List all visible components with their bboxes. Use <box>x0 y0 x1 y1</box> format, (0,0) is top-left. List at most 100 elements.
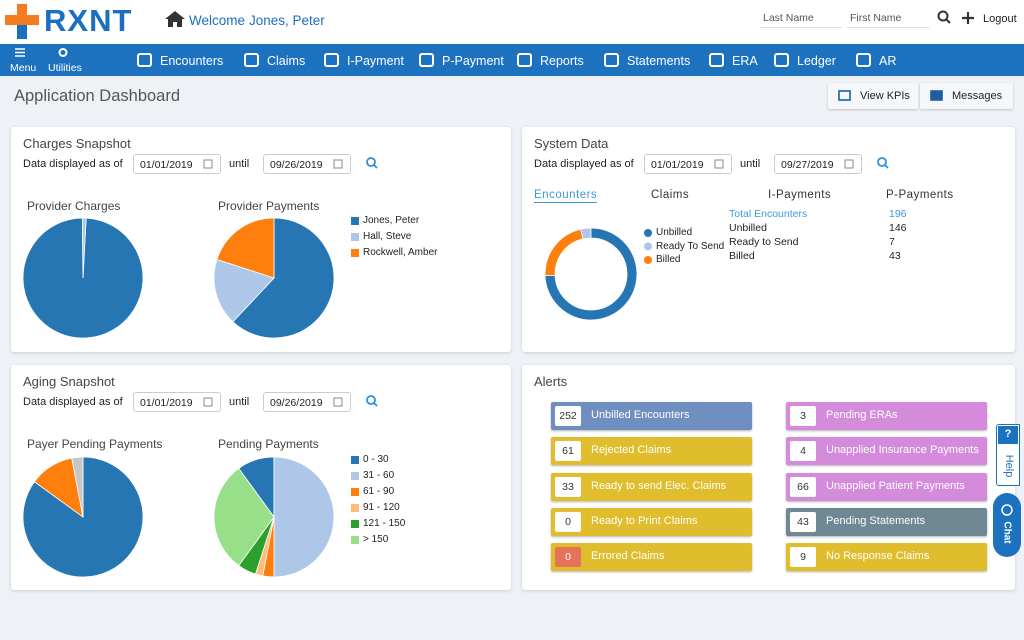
nav-item[interactable]: Statements <box>627 54 691 68</box>
panel-title: Alerts <box>534 374 568 389</box>
row-label: Billed <box>729 250 755 262</box>
alert-label[interactable]: Ready to send Elec. Claims <box>591 479 727 492</box>
as-of-label: Data displayed as of <box>23 396 123 408</box>
chart-title: Pending Payments <box>218 437 319 451</box>
chat-label[interactable]: Chat <box>1001 521 1013 544</box>
date-input[interactable]: 01/01/2019 <box>133 392 221 412</box>
row-label: Unbilled <box>729 222 767 234</box>
alert-item[interactable] <box>786 437 987 466</box>
alert-count[interactable]: 252 <box>555 406 581 426</box>
nav-item[interactable]: Reports <box>540 54 584 68</box>
until-label: until <box>229 158 250 170</box>
tab[interactable]: Encounters <box>534 189 598 203</box>
alert-count[interactable]: 4 <box>790 441 816 462</box>
legend-label: Ready To Send <box>656 240 725 252</box>
legend-label: Billed <box>656 254 681 265</box>
alert-label[interactable]: Errored Claims <box>591 550 665 563</box>
date-input[interactable]: 09/26/2019 <box>263 154 351 174</box>
alert-item[interactable] <box>551 402 752 430</box>
legend-label: Rockwell, Amber <box>363 247 438 258</box>
button-label[interactable]: Messages <box>952 90 1003 102</box>
alert-item[interactable] <box>786 507 987 536</box>
help-label[interactable]: Help <box>1003 454 1015 478</box>
legend-label: 61 - 90 <box>363 486 395 497</box>
chart-title: Provider Payments <box>218 199 320 213</box>
nav-bar <box>0 44 1024 76</box>
nav-item[interactable]: AR <box>879 54 897 68</box>
nav-item[interactable]: Ledger <box>797 54 836 68</box>
row-value: 43 <box>889 250 901 262</box>
legend-label: 121 - 150 <box>363 518 406 529</box>
alert-label[interactable]: No Response Claims <box>826 550 930 563</box>
nav-item[interactable]: I-Payment <box>347 54 404 68</box>
nav-menu[interactable]: Menu <box>10 62 37 74</box>
alert-item[interactable] <box>786 543 987 572</box>
alert-label[interactable]: Pending Statements <box>826 514 926 527</box>
nav-item[interactable]: Claims <box>267 54 306 68</box>
legend-label: 91 - 120 <box>363 502 400 513</box>
tab[interactable]: I-Payments <box>768 189 832 201</box>
first-name-input[interactable]: First Name <box>847 12 929 28</box>
alert-label[interactable]: Unapplied Patient Payments <box>826 479 965 492</box>
alert-label[interactable]: Pending ERAs <box>826 409 898 421</box>
alert-count[interactable]: 33 <box>555 476 581 497</box>
panel-title: Aging Snapshot <box>23 374 115 389</box>
user-name: Jones, Peter <box>249 13 325 28</box>
nav-item[interactable]: ERA <box>732 54 758 68</box>
alert-count[interactable]: 0 <box>555 547 581 568</box>
date-input[interactable]: 01/01/2019 <box>133 154 221 174</box>
alert-item[interactable] <box>551 472 752 501</box>
until-label: until <box>740 158 761 170</box>
row-label: Ready to Send <box>729 236 799 248</box>
chart-title: Provider Charges <box>27 199 121 213</box>
alert-item[interactable] <box>786 472 987 501</box>
alert-count[interactable]: 43 <box>790 511 816 532</box>
until-label: until <box>229 396 250 408</box>
alert-count[interactable]: 0 <box>555 511 581 532</box>
date-input[interactable]: 09/27/2019 <box>774 154 862 174</box>
welcome: Welcome <box>189 13 246 28</box>
date-input[interactable]: 09/26/2019 <box>263 392 351 412</box>
legend-label: Hall, Steve <box>363 231 412 242</box>
alert-item[interactable] <box>551 507 752 536</box>
alert-label[interactable]: Ready to Print Claims <box>591 514 698 527</box>
alert-count[interactable]: 3 <box>790 406 816 426</box>
legend-label: 31 - 60 <box>363 470 395 481</box>
legend-label: Unbilled <box>656 227 693 238</box>
total-label[interactable]: Total Encounters <box>729 208 808 220</box>
alert-count[interactable]: 9 <box>790 547 816 568</box>
chart-title: Payer Pending Payments <box>27 437 163 451</box>
alert-item[interactable] <box>786 402 987 430</box>
alert-label[interactable]: Unbilled Encounters <box>591 409 690 421</box>
button-label[interactable]: View KPIs <box>860 90 910 102</box>
last-name-input[interactable]: Last Name <box>760 12 842 28</box>
alert-label[interactable]: Unapplied Insurance Payments <box>826 444 979 457</box>
panel-title: System Data <box>534 136 609 151</box>
alert-count[interactable]: 61 <box>555 441 581 462</box>
alert-item[interactable] <box>551 543 752 572</box>
chat-tab[interactable] <box>993 493 1021 557</box>
date-input[interactable]: 01/01/2019 <box>644 154 732 174</box>
row-value: 146 <box>889 222 907 234</box>
alert-label[interactable]: Rejected Claims <box>591 444 672 457</box>
as-of-label: Data displayed as of <box>23 158 123 170</box>
tab[interactable]: Claims <box>651 189 690 201</box>
alert-item[interactable] <box>551 437 752 466</box>
help-icon[interactable]: ? <box>998 426 1018 444</box>
logo-text: RXNT <box>44 3 133 38</box>
legend-label: > 150 <box>363 534 389 545</box>
tab[interactable]: P-Payments <box>886 189 954 201</box>
total-value: 196 <box>889 208 907 220</box>
alert-count[interactable]: 66 <box>790 476 816 497</box>
legend-label: 0 - 30 <box>363 454 389 465</box>
panel-title: Charges Snapshot <box>23 136 131 151</box>
legend-label: Jones, Peter <box>363 215 420 226</box>
nav-utilities[interactable]: Utilities <box>48 62 82 74</box>
nav-item[interactable]: P-Payment <box>442 54 504 68</box>
as-of-label: Data displayed as of <box>534 158 634 170</box>
nav-item[interactable]: Encounters <box>160 54 224 68</box>
logout[interactable]: Logout <box>983 13 1017 25</box>
page-title: Application Dashboard <box>14 87 181 105</box>
